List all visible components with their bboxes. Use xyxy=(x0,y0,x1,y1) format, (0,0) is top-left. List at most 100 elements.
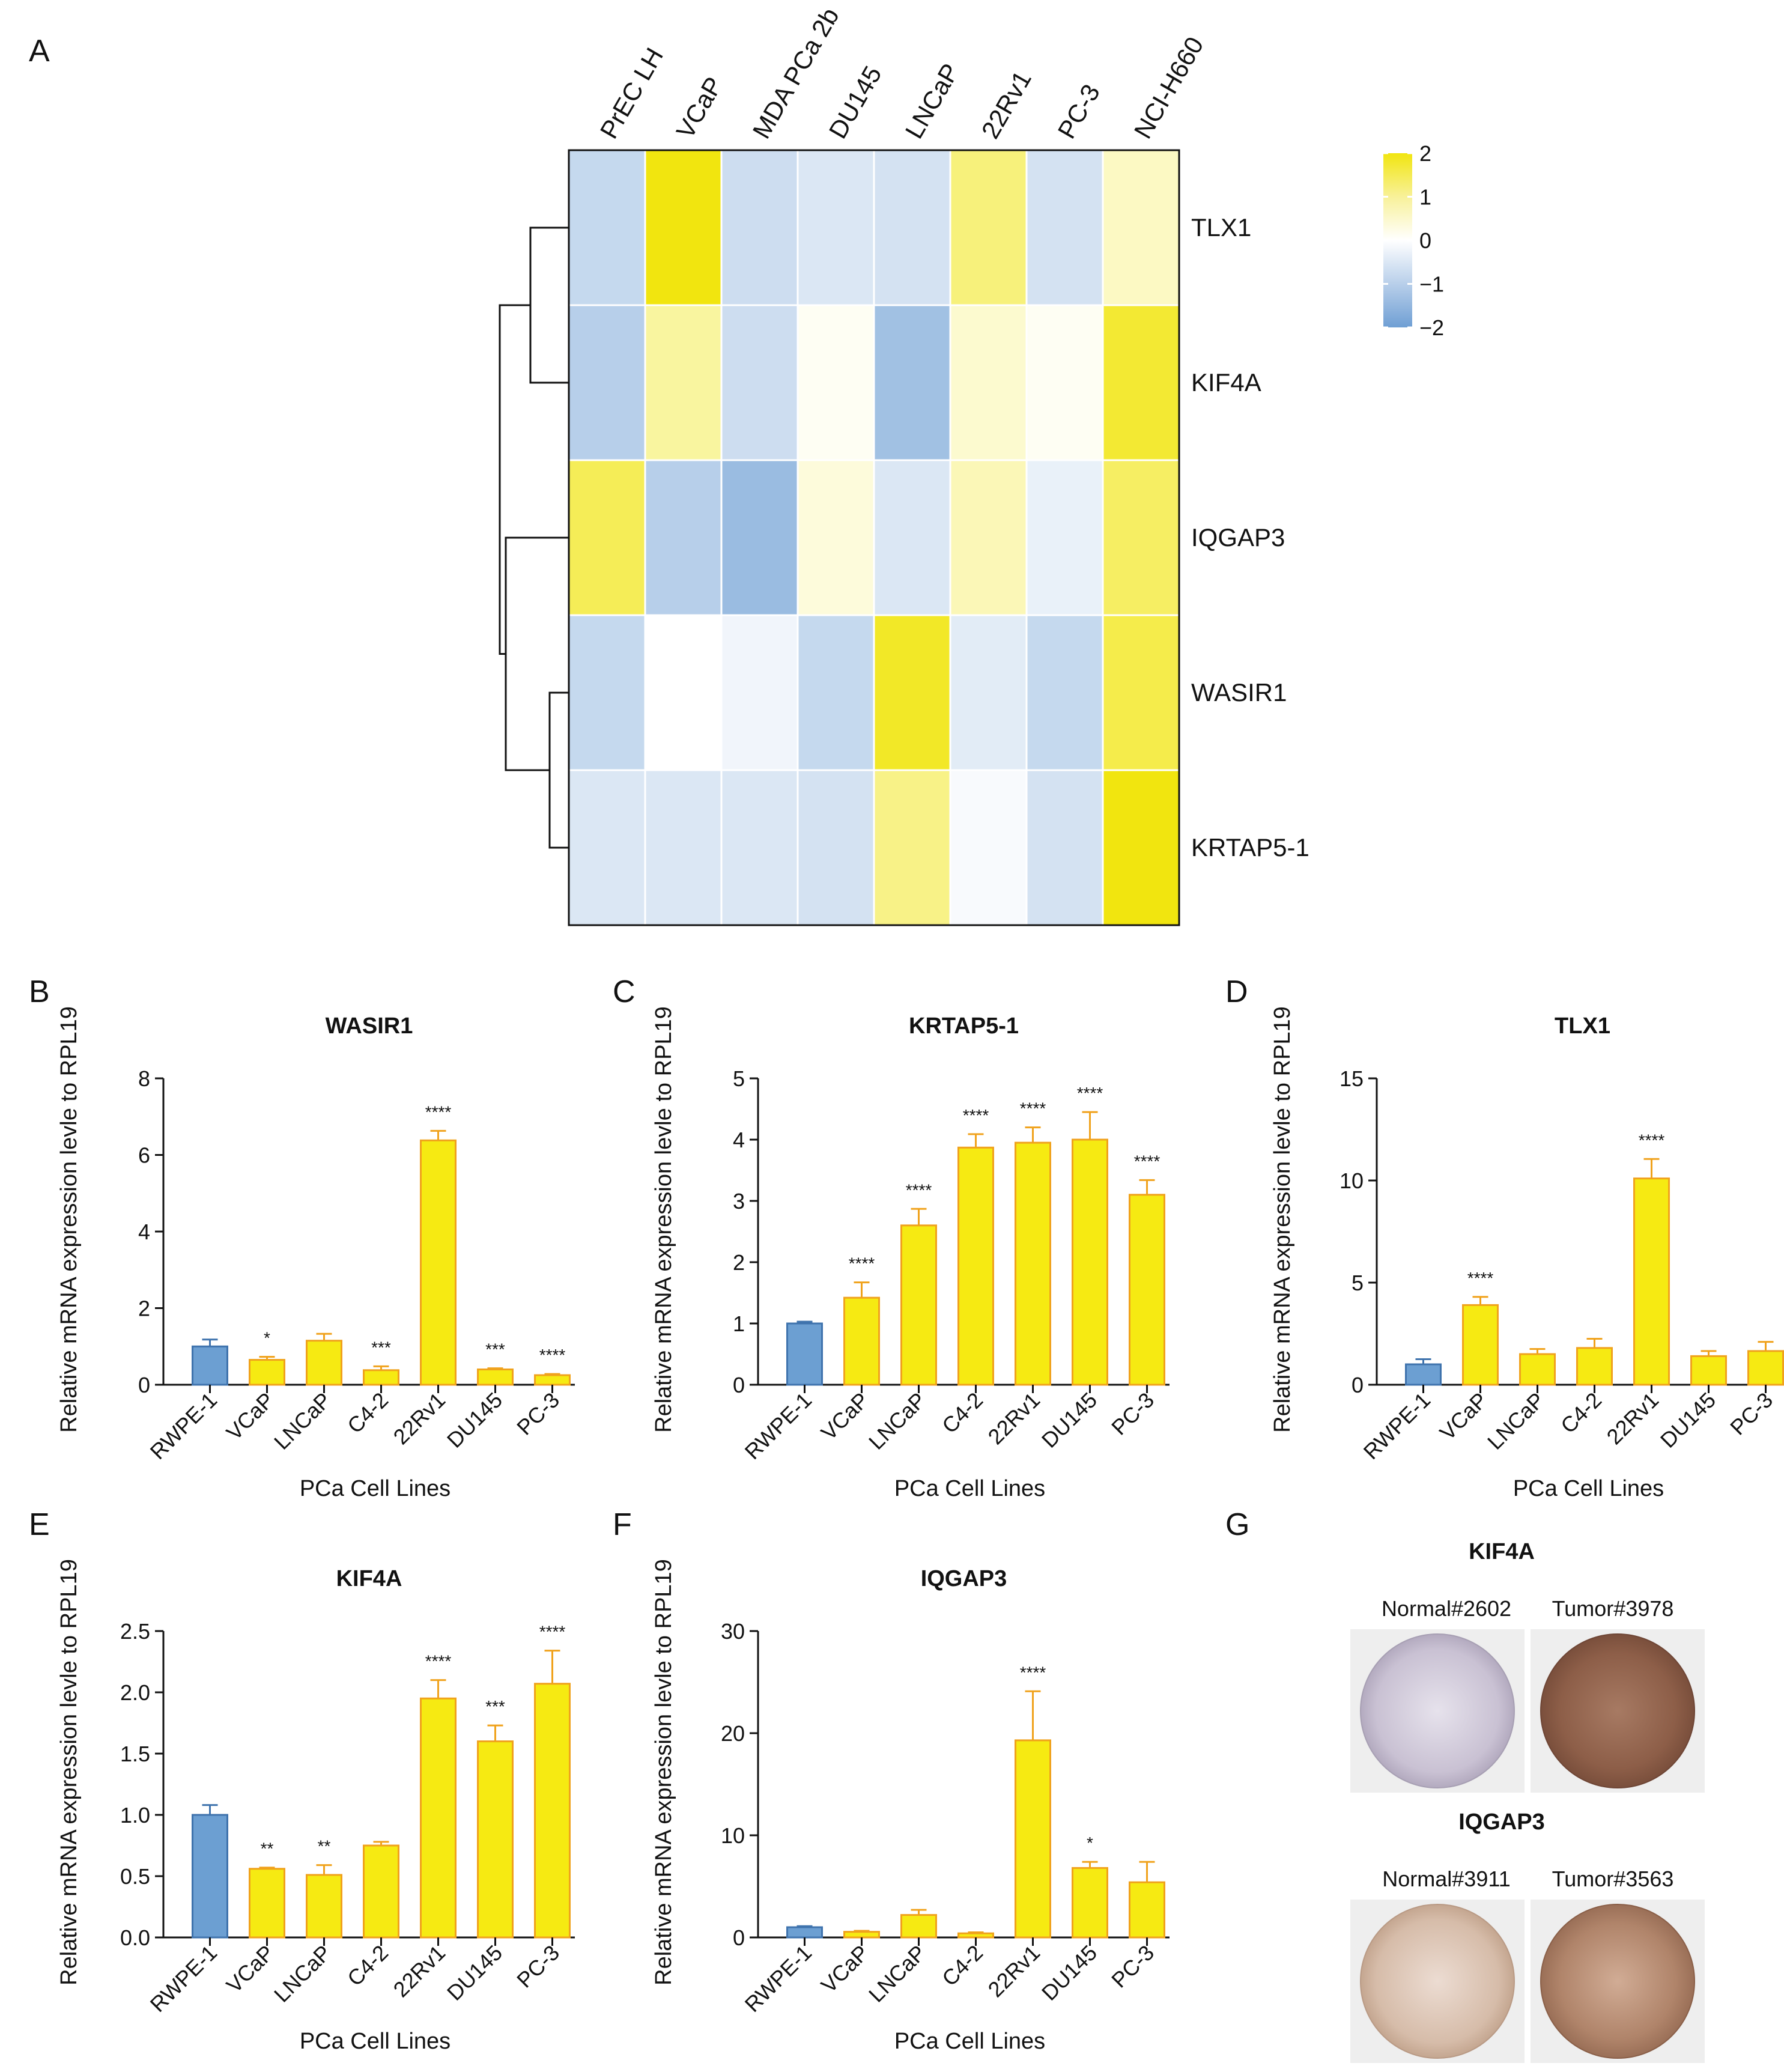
heatmap-cell-iqgap3-1 xyxy=(568,459,646,616)
heatmap-cell-krtap5-1-3 xyxy=(720,769,799,926)
bar-b-22rv1 xyxy=(420,1139,457,1386)
heatmap-cell-wasir1-7 xyxy=(1025,614,1104,771)
panel-label-b: B xyxy=(29,974,50,1009)
significance-label-b: *** xyxy=(371,1338,391,1357)
x-tick-label-f: LNCaP xyxy=(864,1940,930,2007)
x-tick-label-c: C4-2 xyxy=(937,1388,988,1438)
bar-b-vcap xyxy=(249,1359,285,1386)
y-tick-label-c: 1 xyxy=(733,1311,745,1336)
x-axis-label-f: PCa Cell Lines xyxy=(894,2029,1045,2054)
y-tick-label-f: 20 xyxy=(721,1721,745,1746)
y-tick-label-e: 0.5 xyxy=(120,1864,150,1889)
panel-label-e: E xyxy=(29,1507,50,1542)
heatmap-cell-wasir1-2 xyxy=(644,614,723,771)
heatmap-cell-wasir1-6 xyxy=(949,614,1028,771)
bar-f-rwpe-1 xyxy=(786,1926,823,1939)
bar-c-vcap xyxy=(843,1296,880,1386)
y-tick-label-e: 2.0 xyxy=(120,1680,150,1705)
y-tick-label-c: 4 xyxy=(733,1128,745,1152)
heatmap-row-label: TLX1 xyxy=(1191,213,1251,242)
bar-f-du145 xyxy=(1072,1867,1108,1939)
y-axis-label-c: Relative mRNA expression levle to RPL19 xyxy=(651,1006,676,1433)
significance-label-c: **** xyxy=(849,1254,875,1273)
x-tick-label-b: PC-3 xyxy=(512,1388,564,1440)
y-tick-label-e: 0.0 xyxy=(120,1925,150,1950)
x-axis-label-b: PCa Cell Lines xyxy=(300,1476,451,1501)
bar-e-c4-2 xyxy=(363,1844,399,1939)
significance-label-b: *** xyxy=(485,1340,505,1359)
heatmap-column-label: LNCaP xyxy=(900,59,965,144)
y-tick-label-d: 0 xyxy=(1352,1373,1364,1397)
heatmap-column-label: VCaP xyxy=(671,72,729,144)
x-tick-label-f: PC-3 xyxy=(1106,1940,1159,1993)
y-tick-label-b: 2 xyxy=(138,1296,150,1321)
heatmap-cell-krtap5-1-1 xyxy=(568,769,646,926)
x-tick-label-d: PC-3 xyxy=(1725,1388,1777,1440)
significance-label-c: **** xyxy=(1134,1152,1161,1170)
y-tick-label-c: 3 xyxy=(733,1189,745,1214)
heatmap-cell-wasir1-4 xyxy=(796,614,875,771)
normal-iqgap3-tissue-image xyxy=(1360,1904,1515,2059)
heatmap-cell-iqgap3-3 xyxy=(720,459,799,616)
bar-charts: WASIR1 Relative mRNA expression levle to … xyxy=(56,1006,1784,2054)
bar-d-rwpe-1 xyxy=(1405,1363,1442,1386)
heatmap-row-label: IQGAP3 xyxy=(1191,523,1285,551)
y-axis-label-f: Relative mRNA expression levle to RPL19 xyxy=(651,1559,676,1985)
x-tick-label-d: RWPE-1 xyxy=(1359,1388,1436,1465)
bar-d-22rv1 xyxy=(1633,1177,1670,1386)
bar-b-c4-2 xyxy=(363,1369,399,1386)
bar-f-pc-3 xyxy=(1129,1881,1165,1939)
heatmap-cell-krtap5-1-7 xyxy=(1025,769,1104,926)
tumor-iqgap3-tissue-image xyxy=(1540,1904,1695,2059)
heatmap-cell-kif4a-7 xyxy=(1025,304,1104,461)
y-tick-label-f: 0 xyxy=(733,1925,745,1950)
legend-tick-label: 2 xyxy=(1419,141,1431,166)
panel-label-a: A xyxy=(29,34,50,68)
heatmap-cell-krtap5-1-4 xyxy=(796,769,875,926)
y-axis-label-d: Relative mRNA expression levle to RPL19 xyxy=(1270,1006,1295,1433)
y-tick-label-d: 5 xyxy=(1352,1271,1364,1295)
heatmap-column-label: PC-3 xyxy=(1052,79,1106,143)
x-tick-label-e: C4-2 xyxy=(342,1940,393,1991)
heatmap-column-label: 22Rv1 xyxy=(976,66,1037,144)
bar-chart-panel-c: KRTAP5-1 Relative mRNA expression levle t… xyxy=(651,1006,1170,1501)
heatmap-cell-kif4a-3 xyxy=(720,304,799,461)
heatmap-column-label: DU145 xyxy=(824,61,887,144)
significance-label-c: **** xyxy=(906,1180,932,1199)
bar-b-rwpe-1 xyxy=(192,1345,228,1386)
x-tick-label-c: RWPE-1 xyxy=(740,1388,817,1465)
y-tick-label-b: 4 xyxy=(138,1220,150,1244)
tumor-kif4a-tissue-image xyxy=(1540,1633,1695,1788)
bar-e-rwpe-1 xyxy=(192,1814,228,1939)
x-tick-label-b: 22Rv1 xyxy=(389,1388,451,1450)
bar-c-rwpe-1 xyxy=(786,1322,823,1386)
heatmap-cell-iqgap3-2 xyxy=(644,459,723,616)
significance-label-f: * xyxy=(1087,1834,1093,1852)
significance-label-e: ** xyxy=(261,1840,274,1858)
y-tick-label-f: 10 xyxy=(721,1823,745,1848)
x-tick-label-e: LNCaP xyxy=(269,1940,336,2007)
chart-title-c: KRTAP5-1 xyxy=(909,1013,1019,1039)
heatmap-cell-tlx1-6 xyxy=(949,149,1028,306)
y-tick-label-c: 5 xyxy=(733,1066,745,1091)
heatmap-column-label: NCI-H660 xyxy=(1129,32,1209,143)
y-tick-label-d: 15 xyxy=(1340,1066,1364,1091)
bar-e-pc-3 xyxy=(534,1683,571,1939)
x-tick-label-f: 22Rv1 xyxy=(983,1940,1045,2002)
panel-label-f: F xyxy=(613,1507,632,1542)
x-tick-label-b: LNCaP xyxy=(269,1388,336,1454)
heatmap-cell-iqgap3-5 xyxy=(873,459,951,616)
significance-label-f: **** xyxy=(1020,1663,1046,1682)
heatmap-cell-kif4a-4 xyxy=(796,304,875,461)
heatmap-cell-kif4a-8 xyxy=(1102,304,1180,461)
heatmap-cell-kif4a-5 xyxy=(873,304,951,461)
g-label-tumor-iqgap3: Tumor#3563 xyxy=(1552,1867,1674,1891)
panel-label-c: C xyxy=(613,974,636,1009)
heatmap-cell-iqgap3-7 xyxy=(1025,459,1104,616)
bar-b-du145 xyxy=(477,1369,514,1386)
x-axis-label-e: PCa Cell Lines xyxy=(300,2029,451,2054)
bar-b-pc-3 xyxy=(534,1374,571,1386)
significance-label-c: **** xyxy=(1020,1099,1046,1118)
y-tick-label-f: 30 xyxy=(721,1619,745,1644)
